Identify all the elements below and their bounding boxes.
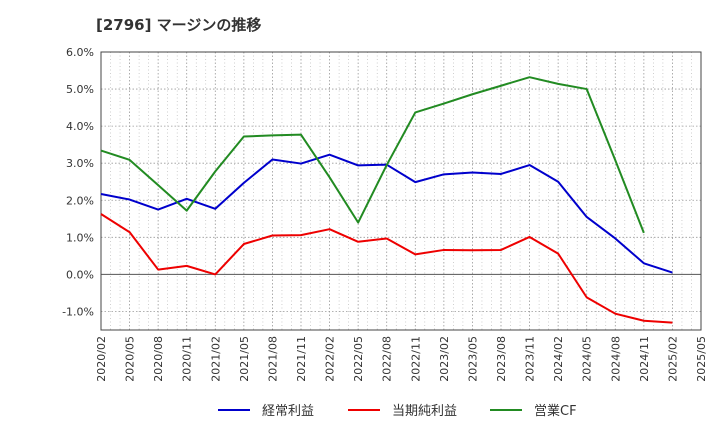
legend-label-3: 営業CF [534,403,577,419]
x-tick-label: 2022/05 [352,336,365,382]
x-tick-label: 2024/05 [581,336,594,382]
legend-label-2: 当期純利益 [392,404,457,419]
x-tick-label: 2024/11 [638,336,651,382]
chart-title: [2796] マージンの推移 [96,16,262,34]
grid-layer [100,51,702,330]
series-layer [100,76,673,324]
x-tick-label: 2020/11 [181,336,194,382]
x-tick-label: 2021/05 [238,336,251,382]
plot-background [101,52,701,330]
x-tick-label: 2021/11 [295,336,308,382]
plot-area [101,52,701,330]
y-tick-label: 0.0% [66,268,94,281]
x-tick-label: 2025/02 [666,336,679,382]
x-tick-label: 2020/05 [124,336,137,382]
y-tick-label: 4.0% [66,120,94,133]
x-tick-label: 2021/02 [209,336,222,382]
x-tick-label: 2022/08 [381,336,394,382]
x-tick-label: 2023/08 [495,336,508,382]
y-tick-label: 5.0% [66,83,94,96]
x-tick-label: 2023/05 [466,336,479,382]
y-tick-label: 2.0% [66,194,94,207]
x-tick-label: 2024/02 [552,336,565,382]
x-tick-label: 2023/11 [524,336,537,382]
x-tick-label: 2025/05 [695,336,708,382]
x-tick-label: 2023/02 [438,336,451,382]
x-tick-label: 2022/11 [409,336,422,382]
x-tick-label: 2021/08 [266,336,279,382]
axes-layer: -1.0% 0.0% 1.0% 2.0% 3.0% 4.0% 5.0% 6.0% 2020/02… [62,46,708,382]
y-tick-label: 6.0% [66,46,94,59]
x-tick-label: 2024/08 [609,336,622,382]
x-tick-label: 2020/02 [95,336,108,382]
y-tick-label: 1.0% [66,231,94,244]
y-tick-label: -1.0% [62,305,94,318]
x-tick-label: 2020/08 [152,336,165,382]
legend: 経常利益 当期純利益 営業CF [218,403,577,419]
series-line-3 [100,76,645,234]
series-line-2 [100,213,673,324]
x-tick-label: 2022/02 [324,336,337,382]
plot-border [100,51,702,331]
legend-label-1: 経常利益 [262,404,314,419]
y-tick-label: 3.0% [66,157,94,170]
